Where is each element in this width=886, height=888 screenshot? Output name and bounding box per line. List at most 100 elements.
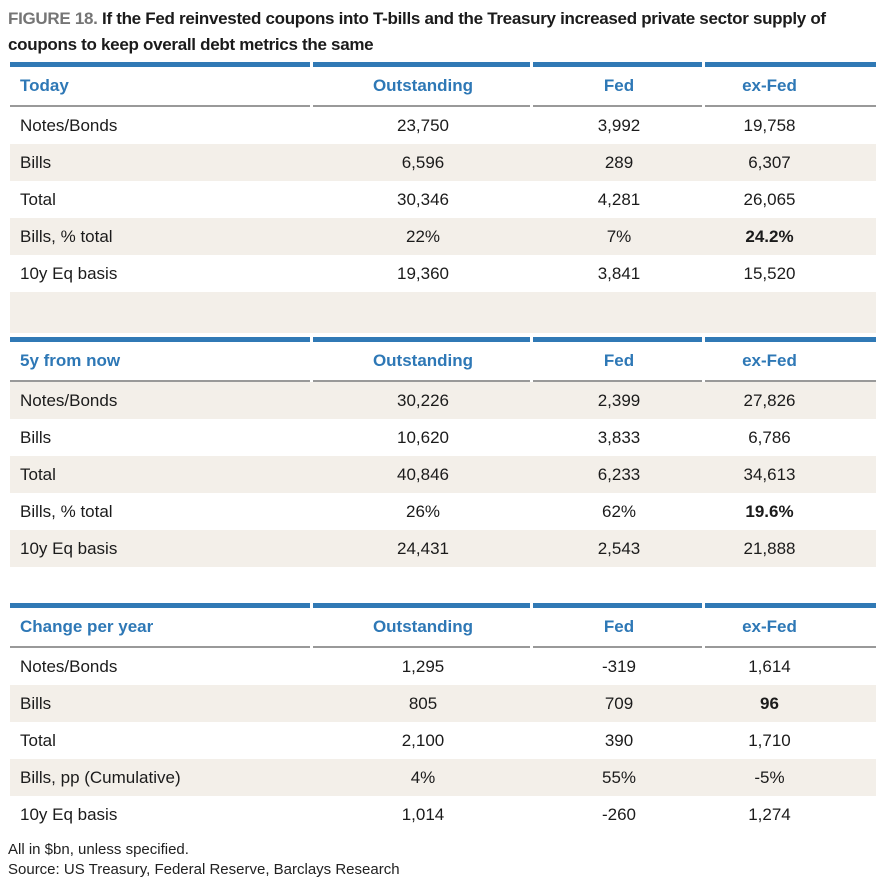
- value-cell: 19,360: [397, 263, 449, 283]
- value-cell: 19,758: [743, 115, 796, 135]
- value-cell: -260: [601, 804, 637, 824]
- row-label: Bills, % total: [20, 226, 113, 246]
- table-row: Bills, pp (Cumulative) 4% 55% -5%: [10, 759, 876, 796]
- underline-segment: [313, 380, 533, 382]
- border-segment: [705, 62, 876, 67]
- table-gap: [0, 567, 886, 603]
- table-top-border: [10, 603, 876, 608]
- header-underline: [10, 380, 876, 382]
- value-cell: 4%: [410, 767, 436, 787]
- table-today: Today Outstanding Fed ex-Fed Notes/Bonds…: [10, 62, 876, 292]
- underline-segment: [705, 646, 876, 648]
- value-cell: 30,346: [397, 189, 449, 209]
- value-cell: 15,520: [743, 263, 796, 283]
- value-cell: 40,846: [397, 464, 449, 484]
- row-label: Total: [20, 464, 56, 484]
- value-cell: 3,841: [597, 263, 641, 283]
- column-header-outstanding: Outstanding: [372, 76, 474, 95]
- column-header-exfed: ex-Fed: [742, 617, 797, 636]
- header-underline: [10, 105, 876, 107]
- table-row: Bills, % total 26% 62% 19.6%: [10, 493, 876, 530]
- footnote-source: Source: US Treasury, Federal Reserve, Ba…: [8, 861, 400, 878]
- column-header-fed: Fed: [603, 76, 635, 95]
- border-segment: [313, 62, 533, 67]
- table-spacer-band: [10, 292, 876, 333]
- row-label: Bills: [20, 693, 52, 713]
- underline-segment: [705, 380, 876, 382]
- border-segment: [533, 337, 705, 342]
- column-header-exfed: ex-Fed: [742, 76, 797, 95]
- value-cell: 2,543: [597, 538, 641, 558]
- value-cell: 26%: [405, 501, 441, 521]
- value-cell: 6,786: [748, 427, 791, 447]
- value-cell: 26,065: [743, 189, 796, 209]
- underline-segment: [313, 105, 533, 107]
- value-cell: 805: [408, 693, 438, 713]
- value-cell: -319: [601, 656, 637, 676]
- table-row: Notes/Bonds 30,226 2,399 27,826: [10, 382, 876, 419]
- table-row: Total 2,100 390 1,710: [10, 722, 876, 759]
- table-section-title: Change per year: [20, 617, 154, 636]
- row-label: 10y Eq basis: [20, 804, 118, 824]
- table-row: Bills 6,596 289 6,307: [10, 144, 876, 181]
- underline-segment: [313, 646, 533, 648]
- value-cell: 289: [604, 152, 634, 172]
- value-cell: 10,620: [397, 427, 449, 447]
- value-cell: 2,100: [401, 730, 445, 750]
- border-segment: [705, 337, 876, 342]
- underline-segment: [10, 105, 313, 107]
- value-cell: 7%: [606, 226, 632, 246]
- figure-caption-text: If the Fed reinvested coupons into T-bil…: [8, 9, 826, 54]
- border-segment: [10, 62, 313, 67]
- value-cell: 27,826: [743, 390, 796, 410]
- underline-segment: [533, 105, 705, 107]
- value-cell: 55%: [601, 767, 637, 787]
- underline-segment: [533, 646, 705, 648]
- value-cell: 709: [604, 693, 634, 713]
- table-row: Bills 10,620 3,833 6,786: [10, 419, 876, 456]
- table-header-row: 5y from now Outstanding Fed ex-Fed: [10, 342, 876, 380]
- value-cell: 6,233: [597, 464, 641, 484]
- border-segment: [313, 603, 533, 608]
- table-row: Notes/Bonds 1,295 -319 1,614: [10, 648, 876, 685]
- column-header-fed: Fed: [603, 351, 635, 370]
- value-cell: 6,307: [748, 152, 791, 172]
- value-cell: 22%: [405, 226, 441, 246]
- table-top-border: [10, 337, 876, 342]
- row-label: Total: [20, 730, 56, 750]
- border-segment: [313, 337, 533, 342]
- value-cell: 1,295: [401, 656, 445, 676]
- border-segment: [533, 62, 705, 67]
- value-cell: 23,750: [397, 115, 449, 135]
- row-label: Notes/Bonds: [20, 390, 118, 410]
- value-cell: 1,614: [748, 656, 791, 676]
- row-label: Bills, % total: [20, 501, 113, 521]
- table-row: 10y Eq basis 24,431 2,543 21,888: [10, 530, 876, 567]
- value-cell: 1,014: [401, 804, 445, 824]
- value-cell: 21,888: [743, 538, 796, 558]
- value-cell: 390: [604, 730, 634, 750]
- header-underline: [10, 646, 876, 648]
- underline-segment: [533, 380, 705, 382]
- value-cell: 1,710: [748, 730, 791, 750]
- footnote-units: All in $bn, unless specified.: [8, 841, 189, 858]
- table-5y-from-now: 5y from now Outstanding Fed ex-Fed Notes…: [10, 337, 876, 567]
- border-segment: [705, 603, 876, 608]
- column-header-fed: Fed: [603, 617, 635, 636]
- value-cell: 6,596: [401, 152, 445, 172]
- figure-title: FIGURE 18. If the Fed reinvested coupons…: [8, 6, 880, 58]
- border-segment: [10, 337, 313, 342]
- column-header-exfed: ex-Fed: [742, 351, 797, 370]
- value-cell-highlight: 24.2%: [745, 226, 794, 246]
- column-header-outstanding: Outstanding: [372, 617, 474, 636]
- table-row: Notes/Bonds 23,750 3,992 19,758: [10, 107, 876, 144]
- table-row: Total 30,346 4,281 26,065: [10, 181, 876, 218]
- underline-segment: [10, 646, 313, 648]
- table-row: 10y Eq basis 1,014 -260 1,274: [10, 796, 876, 833]
- table-row: Bills 805 709 96: [10, 685, 876, 722]
- value-cell: 34,613: [743, 464, 796, 484]
- row-label: Bills, pp (Cumulative): [20, 767, 181, 787]
- table-header-row: Change per year Outstanding Fed ex-Fed: [10, 608, 876, 646]
- value-cell: 30,226: [397, 390, 449, 410]
- row-label: Bills: [20, 427, 52, 447]
